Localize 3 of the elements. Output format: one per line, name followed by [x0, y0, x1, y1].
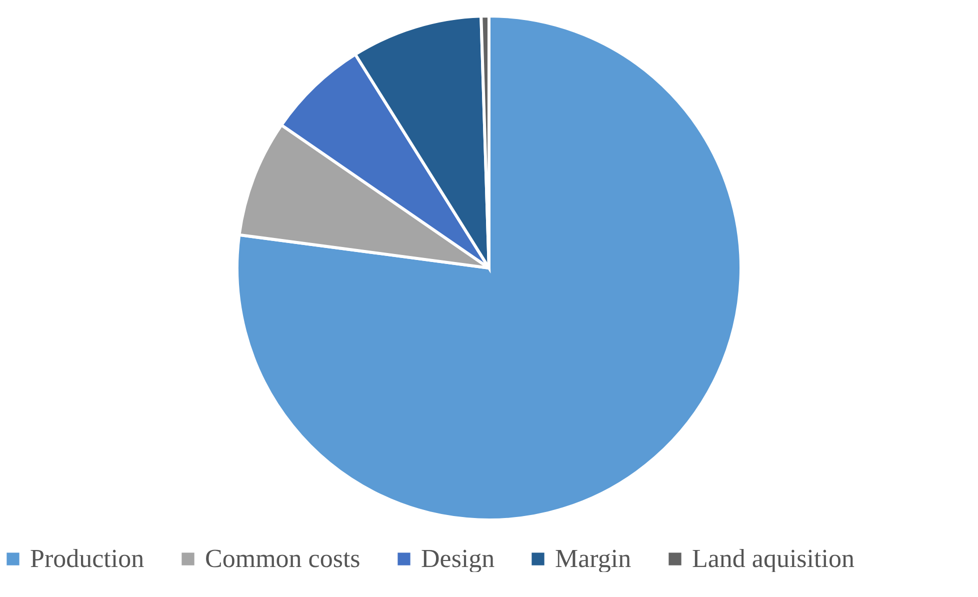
- legend-label: Common costs: [205, 544, 360, 573]
- legend-label: Production: [30, 544, 144, 573]
- pie-slice: [236, 14, 742, 522]
